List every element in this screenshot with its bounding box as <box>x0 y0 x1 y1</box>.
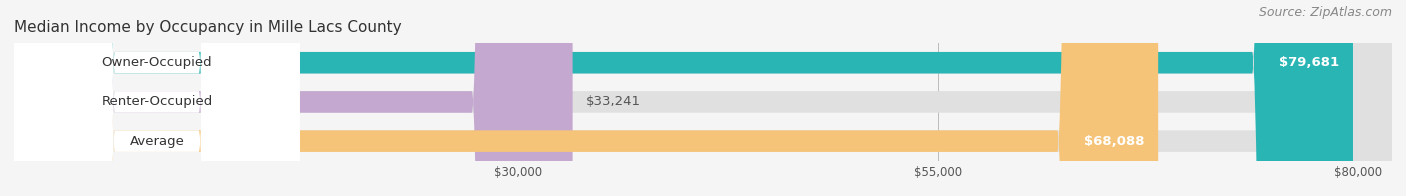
Text: $79,681: $79,681 <box>1279 56 1340 69</box>
FancyBboxPatch shape <box>14 0 1392 196</box>
Text: Median Income by Occupancy in Mille Lacs County: Median Income by Occupancy in Mille Lacs… <box>14 20 402 35</box>
Text: Owner-Occupied: Owner-Occupied <box>101 56 212 69</box>
FancyBboxPatch shape <box>14 0 572 196</box>
FancyBboxPatch shape <box>14 0 1159 196</box>
FancyBboxPatch shape <box>14 0 299 196</box>
Text: $68,088: $68,088 <box>1084 135 1144 148</box>
FancyBboxPatch shape <box>14 0 299 196</box>
Text: Renter-Occupied: Renter-Occupied <box>101 95 212 108</box>
FancyBboxPatch shape <box>14 0 1392 196</box>
Text: $33,241: $33,241 <box>586 95 641 108</box>
FancyBboxPatch shape <box>14 0 1353 196</box>
Text: Average: Average <box>129 135 184 148</box>
FancyBboxPatch shape <box>14 0 1392 196</box>
Text: Source: ZipAtlas.com: Source: ZipAtlas.com <box>1258 6 1392 19</box>
FancyBboxPatch shape <box>14 0 299 196</box>
